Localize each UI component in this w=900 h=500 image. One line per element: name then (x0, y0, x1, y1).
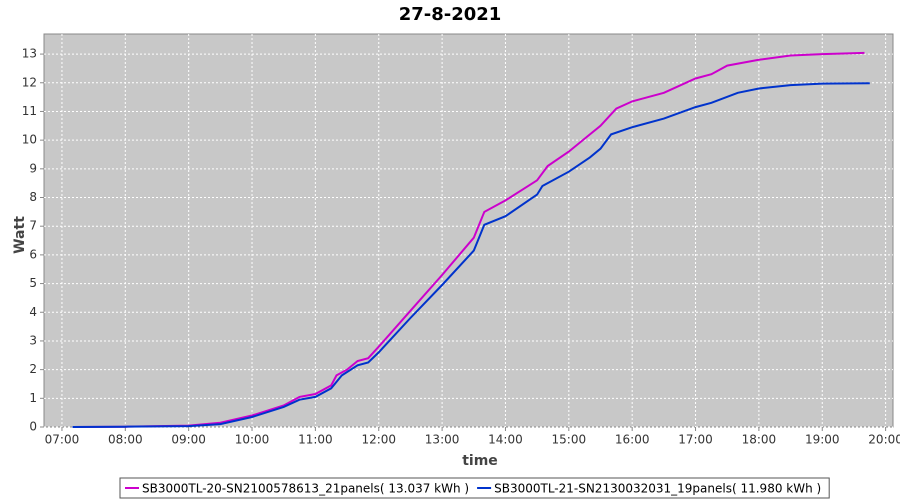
y-tick-label: 8 (29, 190, 37, 204)
legend: SB3000TL-20-SN2100578613_21panels( 13.03… (119, 477, 830, 499)
y-tick-label: 9 (29, 161, 37, 175)
x-tick-label: 18:00 (742, 433, 777, 447)
plot-area (43, 33, 894, 428)
x-tick-label: 19:00 (805, 433, 840, 447)
x-tick-label: 13:00 (425, 433, 460, 447)
y-tick-label: 6 (29, 247, 37, 261)
x-tick-label: 12:00 (361, 433, 396, 447)
legend-label: SB3000TL-20-SN2100578613_21panels( 13.03… (142, 482, 469, 496)
legend-label: SB3000TL-21-SN2130032031_19panels( 11.98… (494, 482, 821, 496)
series-line (72, 51, 865, 428)
x-tick-label: 16:00 (615, 433, 650, 447)
y-tick-label: 10 (22, 133, 37, 147)
chart-title: 27-8-2021 (399, 4, 502, 25)
y-tick-label: 4 (29, 305, 37, 319)
series-line (72, 82, 870, 428)
y-tick-label: 13 (22, 47, 37, 61)
x-tick-label: 10:00 (235, 433, 270, 447)
x-tick-label: 11:00 (298, 433, 333, 447)
y-tick-label: 5 (29, 276, 37, 290)
y-tick-label: 3 (29, 333, 37, 347)
x-axis-label: time (462, 453, 498, 469)
x-tick-label: 20:00 (868, 433, 900, 447)
x-tick-label: 09:00 (171, 433, 206, 447)
y-tick-label: 1 (29, 391, 37, 405)
x-tick-label: 08:00 (108, 433, 143, 447)
x-tick-label: 15:00 (552, 433, 587, 447)
y-tick-label: 7 (29, 219, 37, 233)
x-tick-label: 07:00 (45, 433, 80, 447)
y-axis-label: Watt (12, 216, 28, 254)
legend-box (119, 477, 830, 499)
x-tick-label: 17:00 (678, 433, 713, 447)
y-tick-label: 11 (22, 104, 37, 118)
y-tick-label: 12 (22, 75, 37, 89)
y-tick-label: 0 (29, 420, 37, 434)
y-tick-label: 2 (29, 362, 37, 376)
x-tick-label: 14:00 (488, 433, 523, 447)
